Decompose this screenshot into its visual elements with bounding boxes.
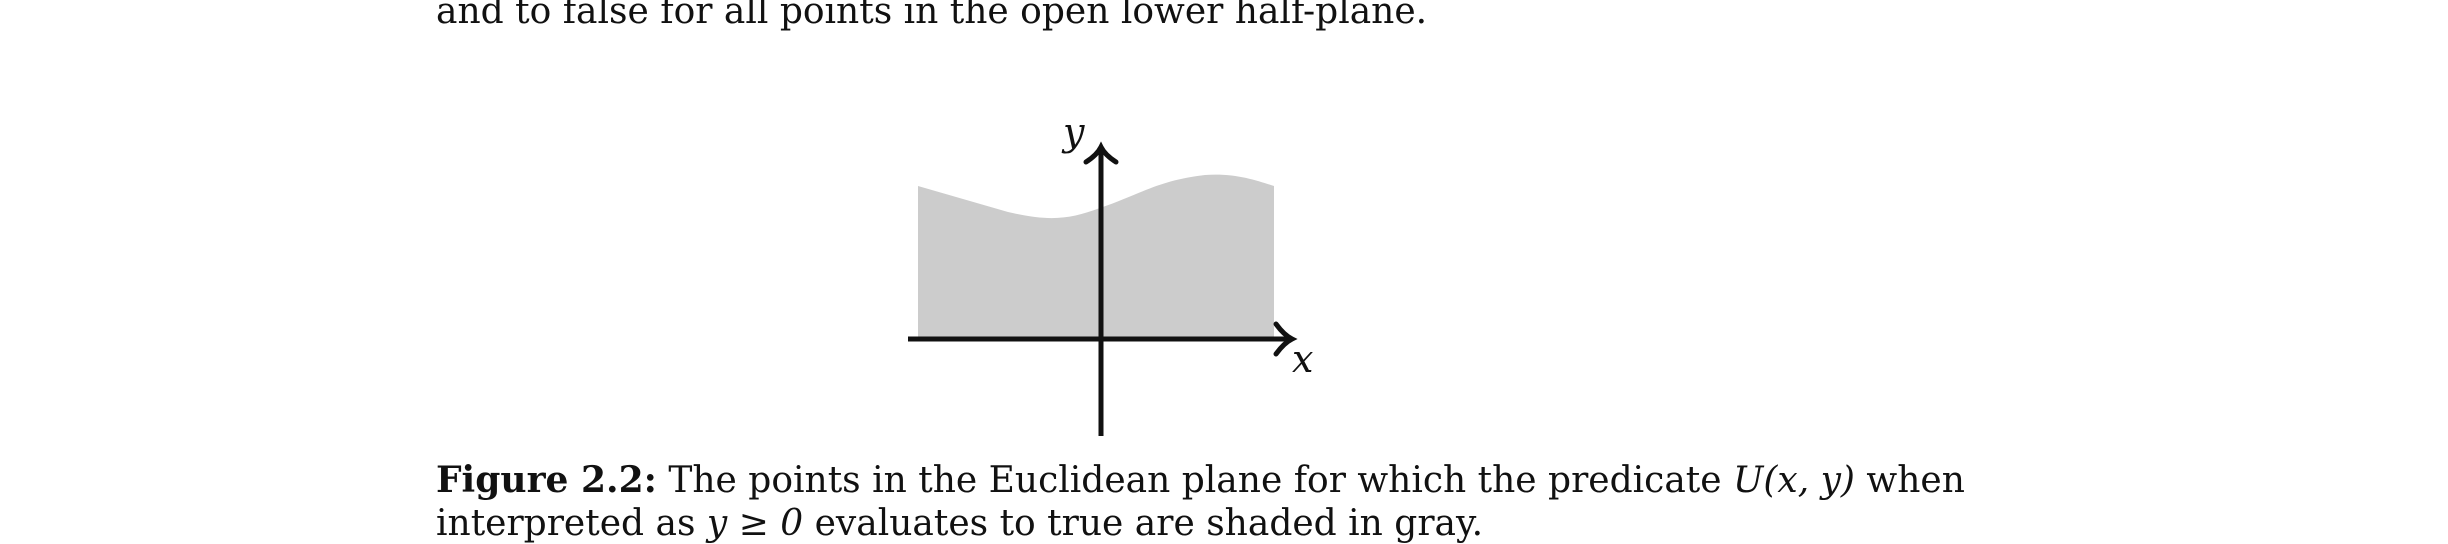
shaded-upper-half-plane-region (918, 174, 1274, 338)
y-axis (1083, 141, 1119, 436)
figure-caption-predicate: U(x, y) (1733, 460, 1855, 501)
figure-caption-label: Figure 2.2: (436, 459, 657, 501)
x-axis-arrowhead-icon (1273, 321, 1298, 357)
y-axis-arrowhead-icon (1083, 141, 1119, 165)
figure-caption-line-2: interpreted as y ≥ 0 evaluates to true a… (436, 506, 1483, 542)
figure-caption-line-1: Figure 2.2: The points in the Euclidean … (436, 462, 1965, 499)
figure-caption-text-after-predicate: when (1854, 460, 1965, 501)
body-text-line: and to false for all points in the open … (436, 0, 1428, 32)
y-axis-label: y (1061, 110, 1085, 154)
figure-caption-condition: y ≥ 0 (706, 503, 804, 544)
half-plane-figure: x y (908, 110, 1313, 436)
figure-caption-text-prefix: interpreted as (436, 503, 707, 544)
figure-caption-text-before-predicate: The points in the Euclidean plane for wh… (656, 460, 1734, 501)
figure-caption-text-suffix: evaluates to true are shaded in gray. (803, 503, 1484, 544)
x-axis-label: x (1292, 337, 1313, 381)
